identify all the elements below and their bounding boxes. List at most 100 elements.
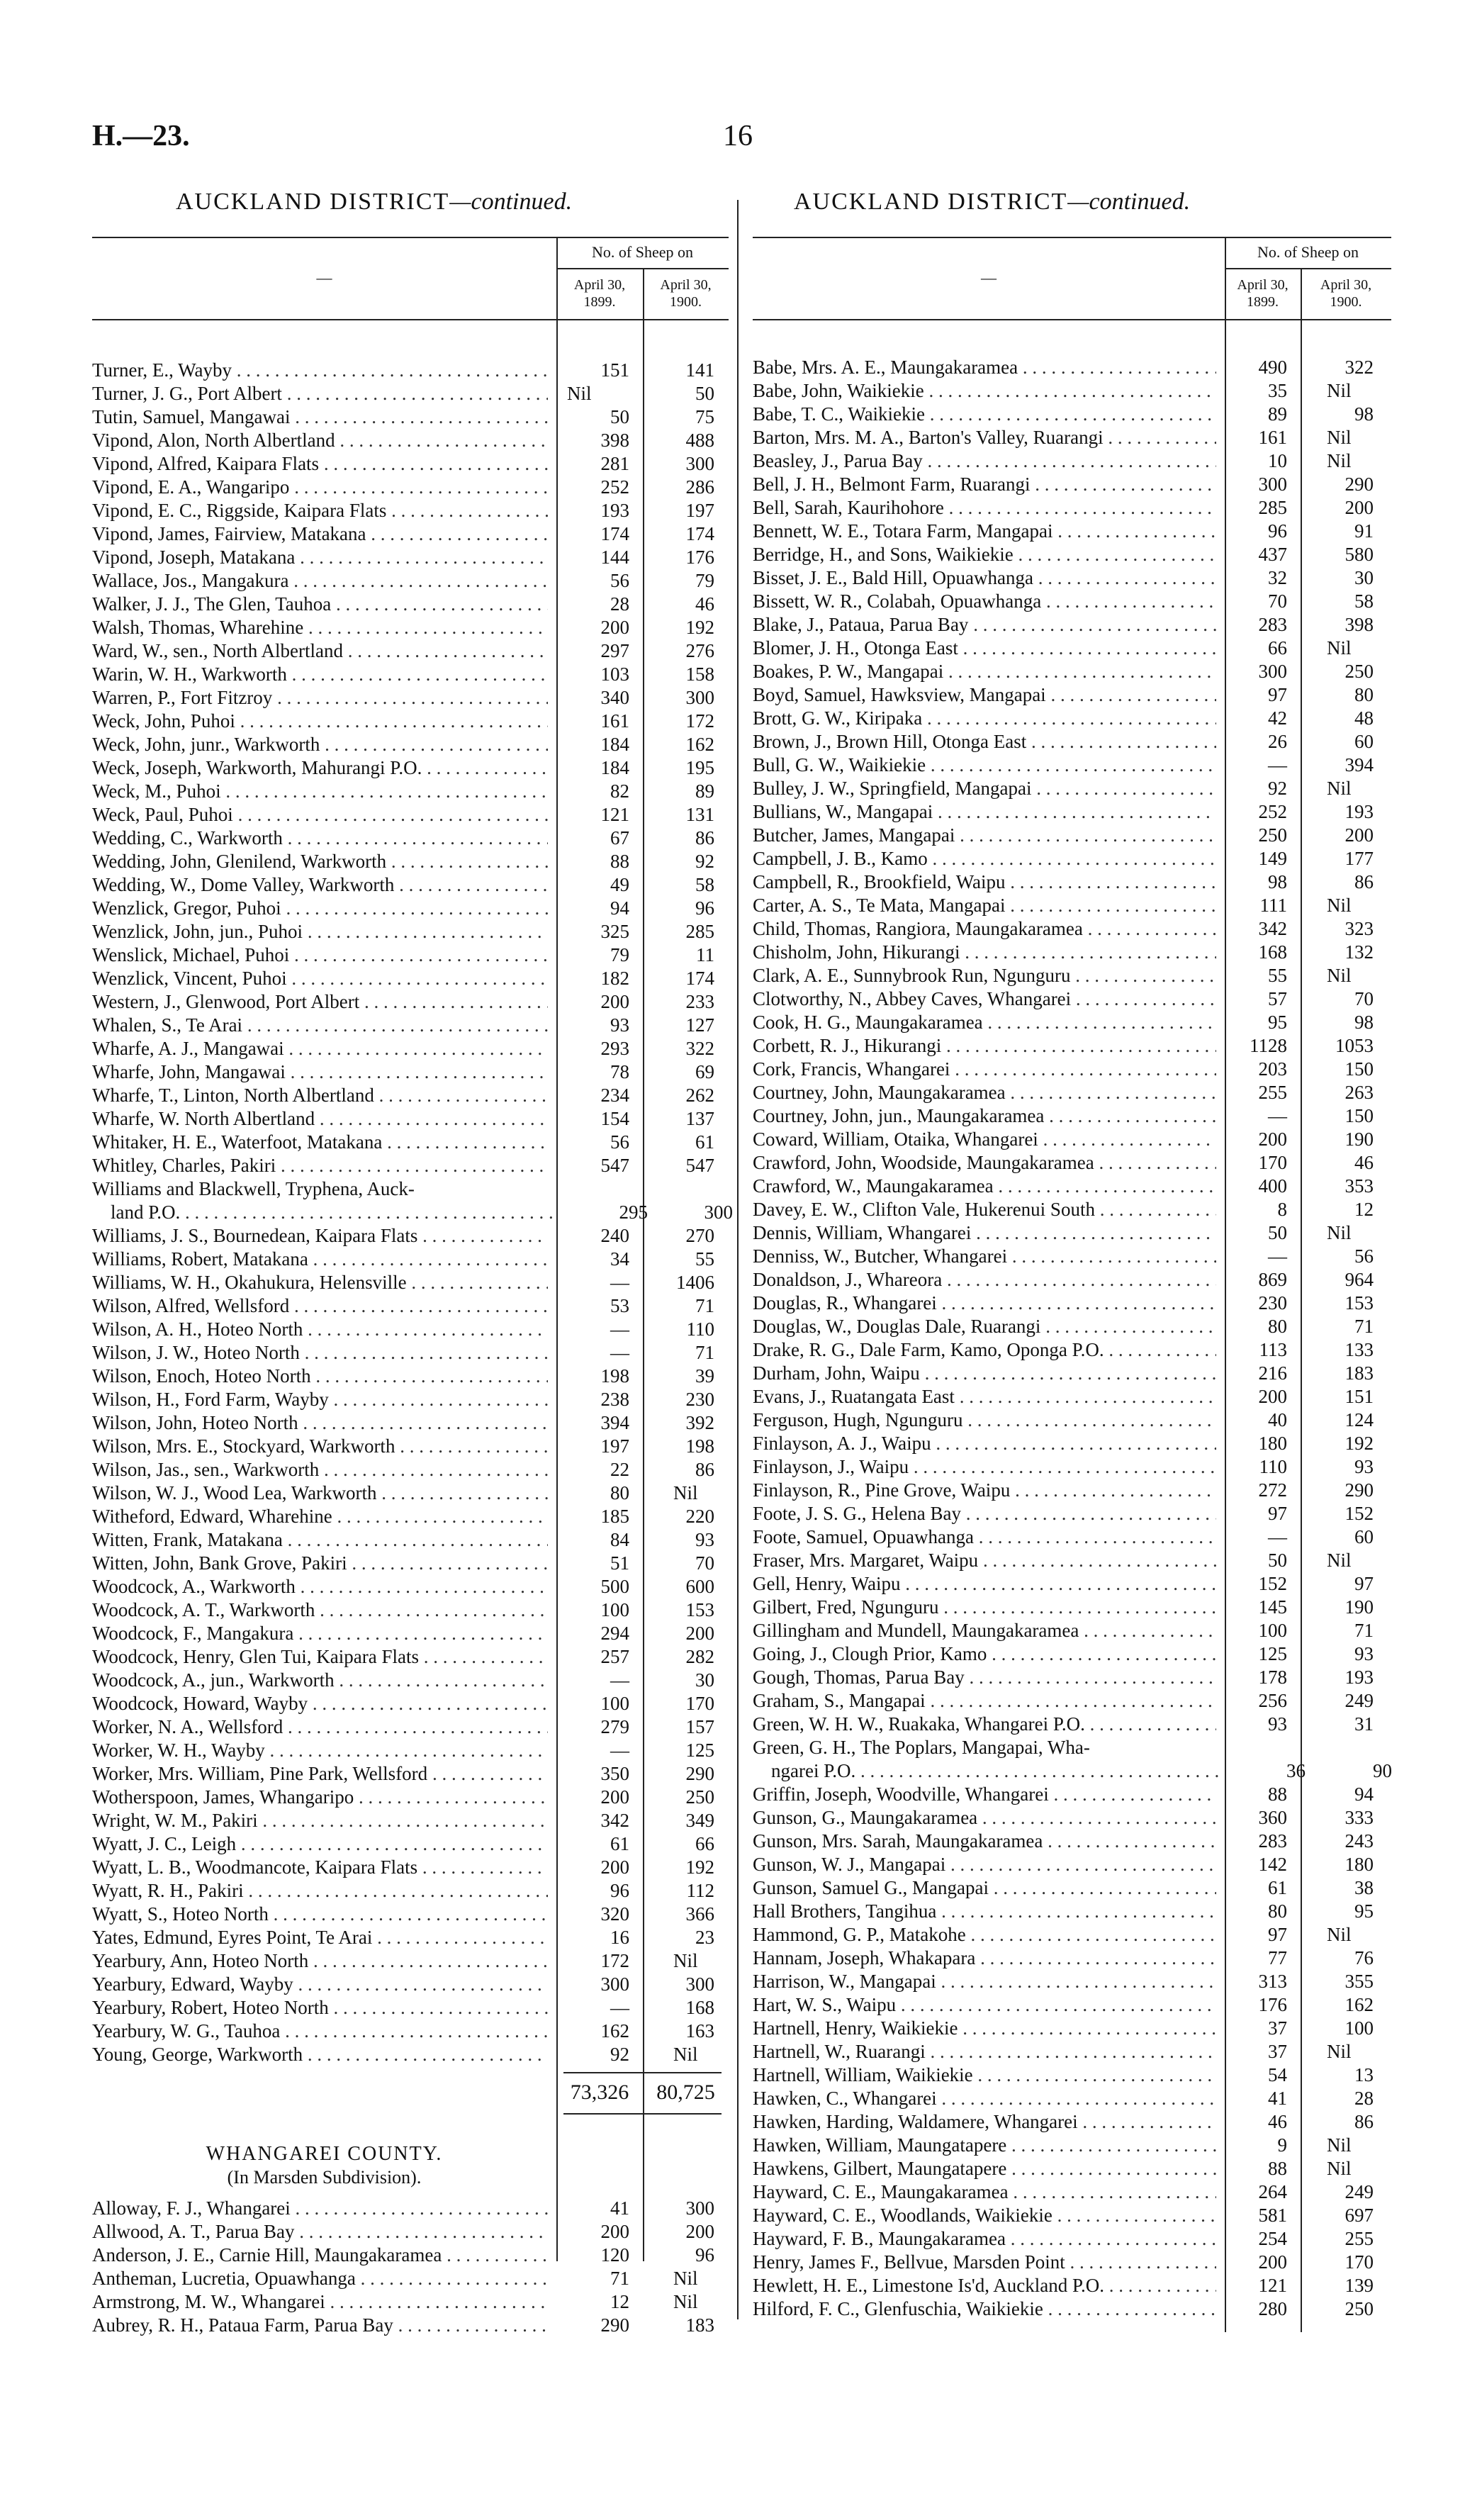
sheep-1900: 190 <box>1345 1596 1374 1618</box>
sheep-1900: 162 <box>685 734 715 755</box>
sheep-1899: 161 <box>600 710 630 732</box>
sheep-1900: 192 <box>1345 1433 1374 1454</box>
sheep-1900: 322 <box>1345 357 1374 378</box>
entry-name: Vipond, Joseph, Matakana <box>92 546 548 569</box>
entry-name: Drake, R. G., Dale Farm, Kamo, Oponga P.… <box>753 1338 1216 1362</box>
sheep-1900: 263 <box>1345 1082 1374 1103</box>
entry-name: Hawken, Harding, Waldamere, Whangarei <box>753 2110 1216 2134</box>
entry-name: Cork, Francis, Whangarei <box>753 1058 1216 1081</box>
sheep-1900: 56 <box>1354 1245 1374 1267</box>
sheep-1899: 77 <box>1268 1947 1287 1969</box>
sheep-1899: 125 <box>1258 1643 1288 1664</box>
sheep-1900: 23 <box>695 1927 714 1948</box>
entry-name: Donaldson, J., Whareora <box>753 1268 1216 1292</box>
sheep-1899: 28 <box>610 593 629 615</box>
table-row: Cook, H. G., Maungakaramea 95 98 <box>753 1011 1391 1034</box>
table-row: Wyatt, J. C., Leigh 61 66 <box>92 1832 729 1856</box>
sheep-1899: 182 <box>600 968 630 989</box>
sheep-1899: 97 <box>1268 1503 1287 1524</box>
table-row: Wilson, Enoch, Hoteo North 198 39 <box>92 1365 729 1388</box>
entry-name: Wilson, J. W., Hoteo North <box>92 1341 548 1365</box>
sheep-1900: 172 <box>685 710 715 732</box>
sheep-1899: 172 <box>600 1950 630 1971</box>
entry-name: Yearbury, Edward, Wayby <box>92 1973 548 1996</box>
sheep-1900: 193 <box>1345 1667 1374 1688</box>
header-line: April 30, <box>660 277 712 293</box>
sheep-1899: 1128 <box>1250 1035 1287 1056</box>
entry-name: Boakes, P. W., Mangapai <box>753 660 1216 683</box>
entry-name: Wharfe, W. North Albertland <box>92 1107 548 1131</box>
entry-name: Wilson, Jas., sen., Warkworth <box>92 1458 548 1482</box>
sheep-1900: 46 <box>1354 1152 1374 1173</box>
table-row: Western, J., Glenwood, Port Albert 200 233 <box>92 990 729 1014</box>
entry-name: Witten, Frank, Matakana <box>92 1528 548 1552</box>
table-row: Blomer, J. H., Otonga East 66 Nil <box>753 637 1391 660</box>
table-row: Henry, James F., Bellvue, Marsden Point 2… <box>753 2251 1391 2274</box>
entry-name: Ferguson, Hugh, Ngunguru <box>753 1409 1216 1432</box>
entry-name: Bisset, J. E., Bald Hill, Opuawhanga <box>753 566 1216 590</box>
sheep-1899: 193 <box>600 500 630 521</box>
sheep-1899: 234 <box>600 1085 630 1106</box>
table-row: Bisset, J. E., Bald Hill, Opuawhanga 32 30 <box>753 566 1391 590</box>
sheep-1899: 252 <box>600 476 630 498</box>
table-row: Drake, R. G., Dale Farm, Kamo, Oponga P.… <box>753 1338 1391 1362</box>
entry-name: Wright, W. M., Pakiri <box>92 1809 548 1832</box>
sheep-1900: 70 <box>1354 988 1374 1009</box>
table-row: Alloway, F. J., Whangarei 41 300 <box>92 2197 729 2220</box>
table-row: Woodcock, F., Mangakura 294 200 <box>92 1622 729 1645</box>
sheep-1899: — <box>1268 1105 1287 1126</box>
entry-name: Hartnell, William, Waikiekie <box>753 2063 1216 2087</box>
entry-name: Green, W. H. W., Ruakaka, Whangarei P.O. <box>753 1713 1216 1736</box>
entry-name: Wilson, Mrs. E., Stockyard, Warkworth <box>92 1435 548 1458</box>
sheep-1899: 162 <box>600 2020 630 2042</box>
sheep-1899: 350 <box>600 1763 630 1784</box>
entry-name: Wedding, C., Warkworth <box>92 827 548 850</box>
entry-name: Woodcock, Howard, Wayby <box>92 1692 548 1715</box>
name-column-header: — <box>981 269 997 286</box>
table-row: Coward, William, Otaika, Whangarei 200 190 <box>753 1128 1391 1151</box>
header-line: April 30, <box>1237 277 1289 293</box>
entry-name: Wyatt, S., Hoteo North <box>92 1903 548 1926</box>
sheep-1899: 300 <box>1258 661 1288 682</box>
sheep-1900: 71 <box>695 1342 714 1363</box>
entry-name: Wallace, Jos., Mangakura <box>92 569 548 593</box>
entry-name: Hilford, F. C., Glenfuschia, Waikiekie <box>753 2297 1216 2321</box>
sheep-1900: 61 <box>695 1131 714 1153</box>
table-row: Gunson, G., Maungakaramea 360 333 <box>753 1806 1391 1830</box>
sheep-1899: 264 <box>1258 2181 1288 2202</box>
table-row: Hawken, William, Maungatapere 9 Nil <box>753 2134 1391 2157</box>
entry-name: Wharfe, T., Linton, North Albertland <box>92 1084 548 1107</box>
sheep-1900: 96 <box>695 897 714 919</box>
sheep-1899: 145 <box>1258 1596 1288 1618</box>
district-heading: AUCKLAND DISTRICT—continued. <box>794 189 1190 215</box>
table-row: Worker, W. H., Wayby — 125 <box>92 1739 729 1762</box>
table-row: Hartnell, William, Waikiekie 54 13 <box>753 2063 1391 2087</box>
sheep-1899: 93 <box>1268 1713 1287 1735</box>
entry-name: Hannam, Joseph, Whakapara <box>753 1947 1216 1970</box>
sheep-1900: 110 <box>686 1318 715 1340</box>
sheep-1899: 53 <box>610 1295 629 1316</box>
table-row: Tutin, Samuel, Mangawai 50 75 <box>92 405 729 429</box>
year-column-header: April 30, 1900. <box>643 276 729 310</box>
sheep-1899: 96 <box>610 1880 629 1901</box>
sheep-1900: 366 <box>685 1903 715 1925</box>
table-row: Corbett, R. J., Hikurangi 1128 1053 <box>753 1034 1391 1058</box>
sheep-1900: 71 <box>1354 1620 1374 1641</box>
sheep-1900: 220 <box>685 1506 715 1527</box>
sheep-1900: 249 <box>1345 1690 1374 1711</box>
sheep-1899: 437 <box>1258 544 1288 565</box>
table-row: Bulley, J. W., Springfield, Mangapai 92 Ni… <box>753 777 1391 800</box>
sheep-1900: 55 <box>695 1248 714 1270</box>
sheep-1899: 50 <box>1268 1550 1287 1571</box>
sheep-1900: 300 <box>685 453 715 474</box>
sheep-1899: 300 <box>600 1973 630 1995</box>
entry-name: Bulley, J. W., Springfield, Mangapai <box>753 777 1216 800</box>
entry-name: Gilbert, Fred, Ngunguru <box>753 1596 1216 1619</box>
sheep-1900: 398 <box>1345 614 1374 635</box>
entry-name: Yearbury, Ann, Hoteo North <box>92 1949 548 1973</box>
sheep-1899: 70 <box>1268 590 1287 612</box>
entry-name: Worker, N. A., Wellsford <box>92 1715 548 1739</box>
entry-name: Woodcock, A., jun., Warkworth <box>92 1669 548 1692</box>
sheep-1900: 86 <box>695 1459 714 1480</box>
table-row: Yearbury, W. G., Tauhoa 162 163 <box>92 2020 729 2043</box>
